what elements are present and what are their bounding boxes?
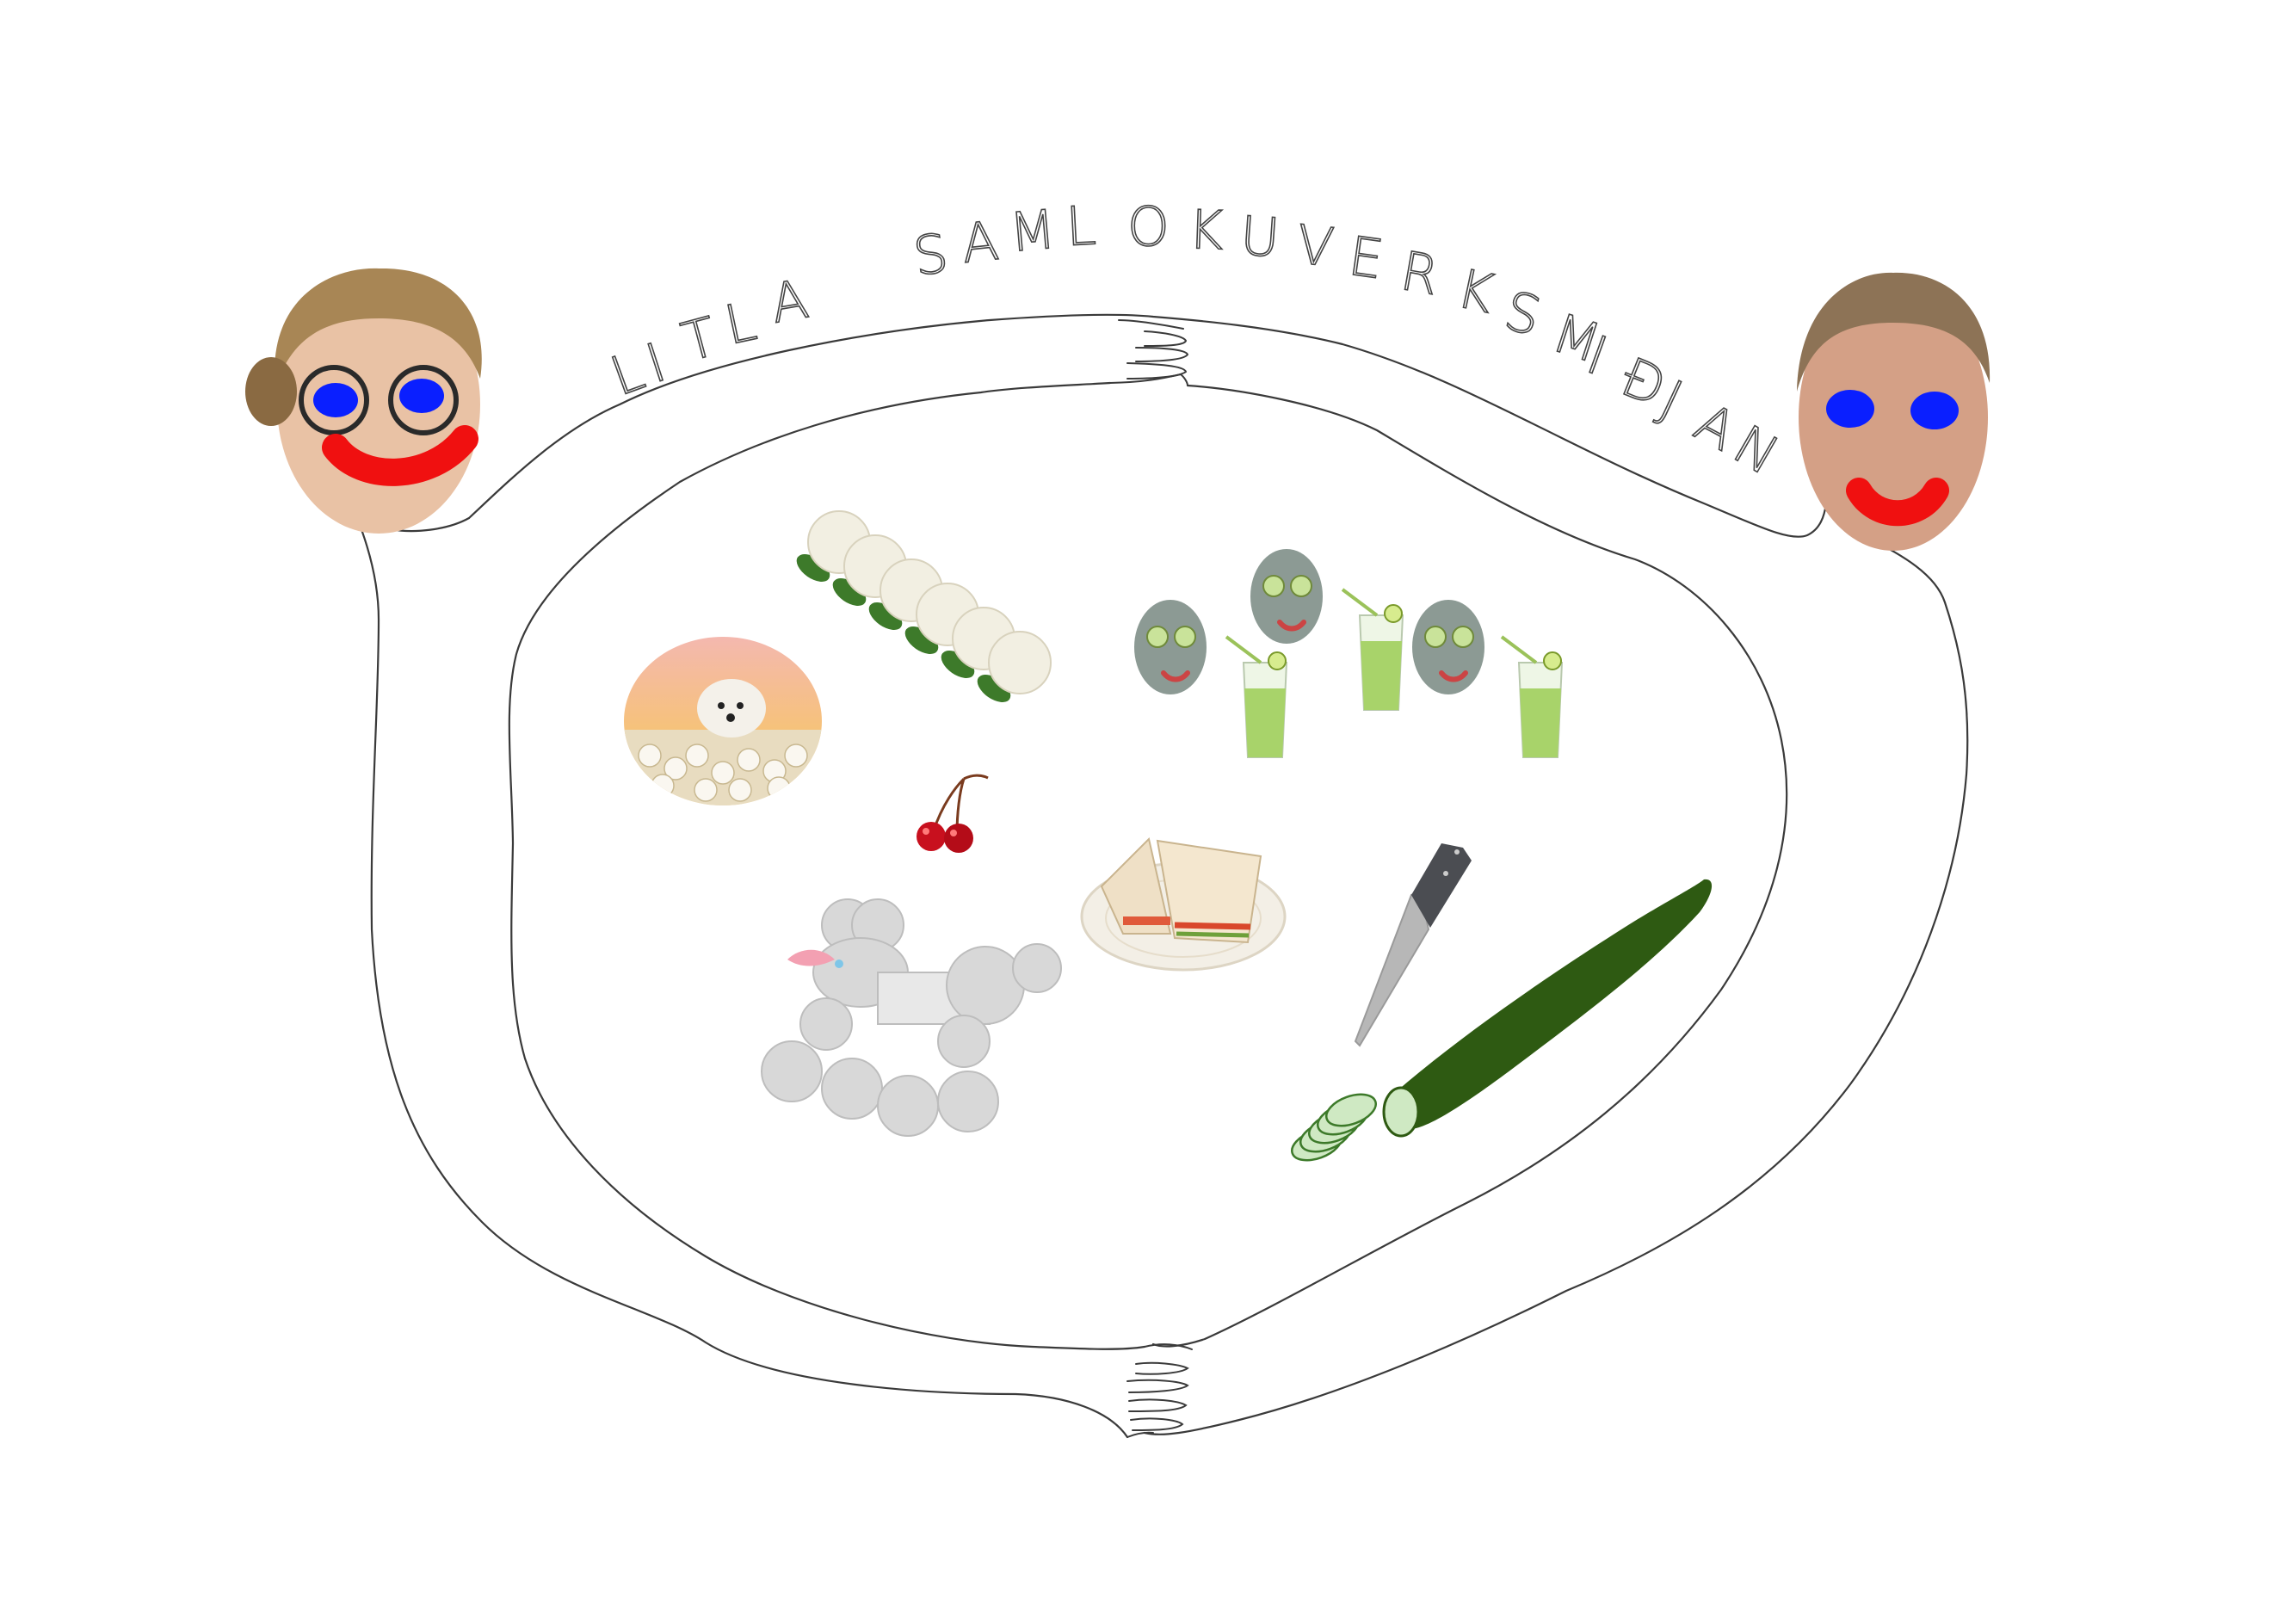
cauliflower-leaf xyxy=(868,602,903,630)
drinks-group xyxy=(1225,588,1564,758)
mini-dog xyxy=(663,756,688,781)
cherries-icon xyxy=(917,774,989,853)
cauliflower-leaf xyxy=(832,578,867,606)
cucumber-drink-icon xyxy=(1500,635,1564,758)
mouth-red xyxy=(322,425,478,486)
poodle-icon xyxy=(761,898,1062,1137)
cauliflower-leaf xyxy=(904,626,939,654)
mini-dog xyxy=(767,776,791,800)
cucumber-icon xyxy=(1291,879,1713,1162)
cucumber-face-mask-icon xyxy=(1250,549,1323,644)
title-letter: S xyxy=(1498,279,1547,349)
mini-dog xyxy=(638,744,662,768)
cauliflower-leaf xyxy=(977,675,1011,702)
title-letter: U xyxy=(1238,204,1281,269)
mini-dog xyxy=(711,761,735,785)
cucumber-drink-icon xyxy=(1341,588,1404,711)
eye-left-blue xyxy=(1826,390,1874,428)
eye-right-blue xyxy=(1910,392,1959,429)
mini-dog xyxy=(737,748,761,772)
cauliflower-leaf xyxy=(796,554,830,582)
cucumber-slice xyxy=(1325,1093,1377,1127)
title-letter: V xyxy=(1293,213,1336,279)
person-face-left-icon xyxy=(245,268,482,534)
mini-dog xyxy=(694,778,718,802)
mouth-red xyxy=(1846,478,1949,527)
arms-outline xyxy=(355,313,1969,1439)
title-letter: O xyxy=(1127,195,1170,258)
mini-dog xyxy=(685,744,709,768)
knife-icon xyxy=(1354,843,1472,1047)
title-letter: A xyxy=(959,209,1002,275)
cauliflower-leaf xyxy=(941,651,975,678)
sandwich-plate-icon xyxy=(1080,837,1287,972)
title-letter: S xyxy=(910,221,952,288)
title-letter: K xyxy=(1452,256,1499,325)
mini-dog xyxy=(651,774,675,798)
eye-right-blue xyxy=(399,379,444,413)
cauliflower-row-icon xyxy=(796,510,1052,702)
cucumber-drink-icon xyxy=(1225,635,1288,758)
cauliflower-head xyxy=(988,631,1052,694)
title-letter: T xyxy=(676,305,723,373)
title-letter: K xyxy=(1187,198,1224,262)
face-masks-group xyxy=(1134,549,1484,694)
title-letter: E xyxy=(1345,225,1387,292)
mini-dog xyxy=(728,778,752,802)
cucumber-face-mask-icon xyxy=(1134,600,1207,694)
dog-collage-icon xyxy=(624,637,822,805)
cucumber-face-mask-icon xyxy=(1412,600,1484,694)
title-letter: A xyxy=(766,268,812,336)
title-letter: L xyxy=(719,289,762,357)
title-letter: R xyxy=(1396,239,1443,307)
title-letter: M xyxy=(1007,198,1059,264)
person-face-right-icon xyxy=(1797,272,1990,551)
title-letter: L xyxy=(1065,194,1097,258)
eye-left-blue xyxy=(313,383,358,417)
mini-dog xyxy=(784,744,808,768)
